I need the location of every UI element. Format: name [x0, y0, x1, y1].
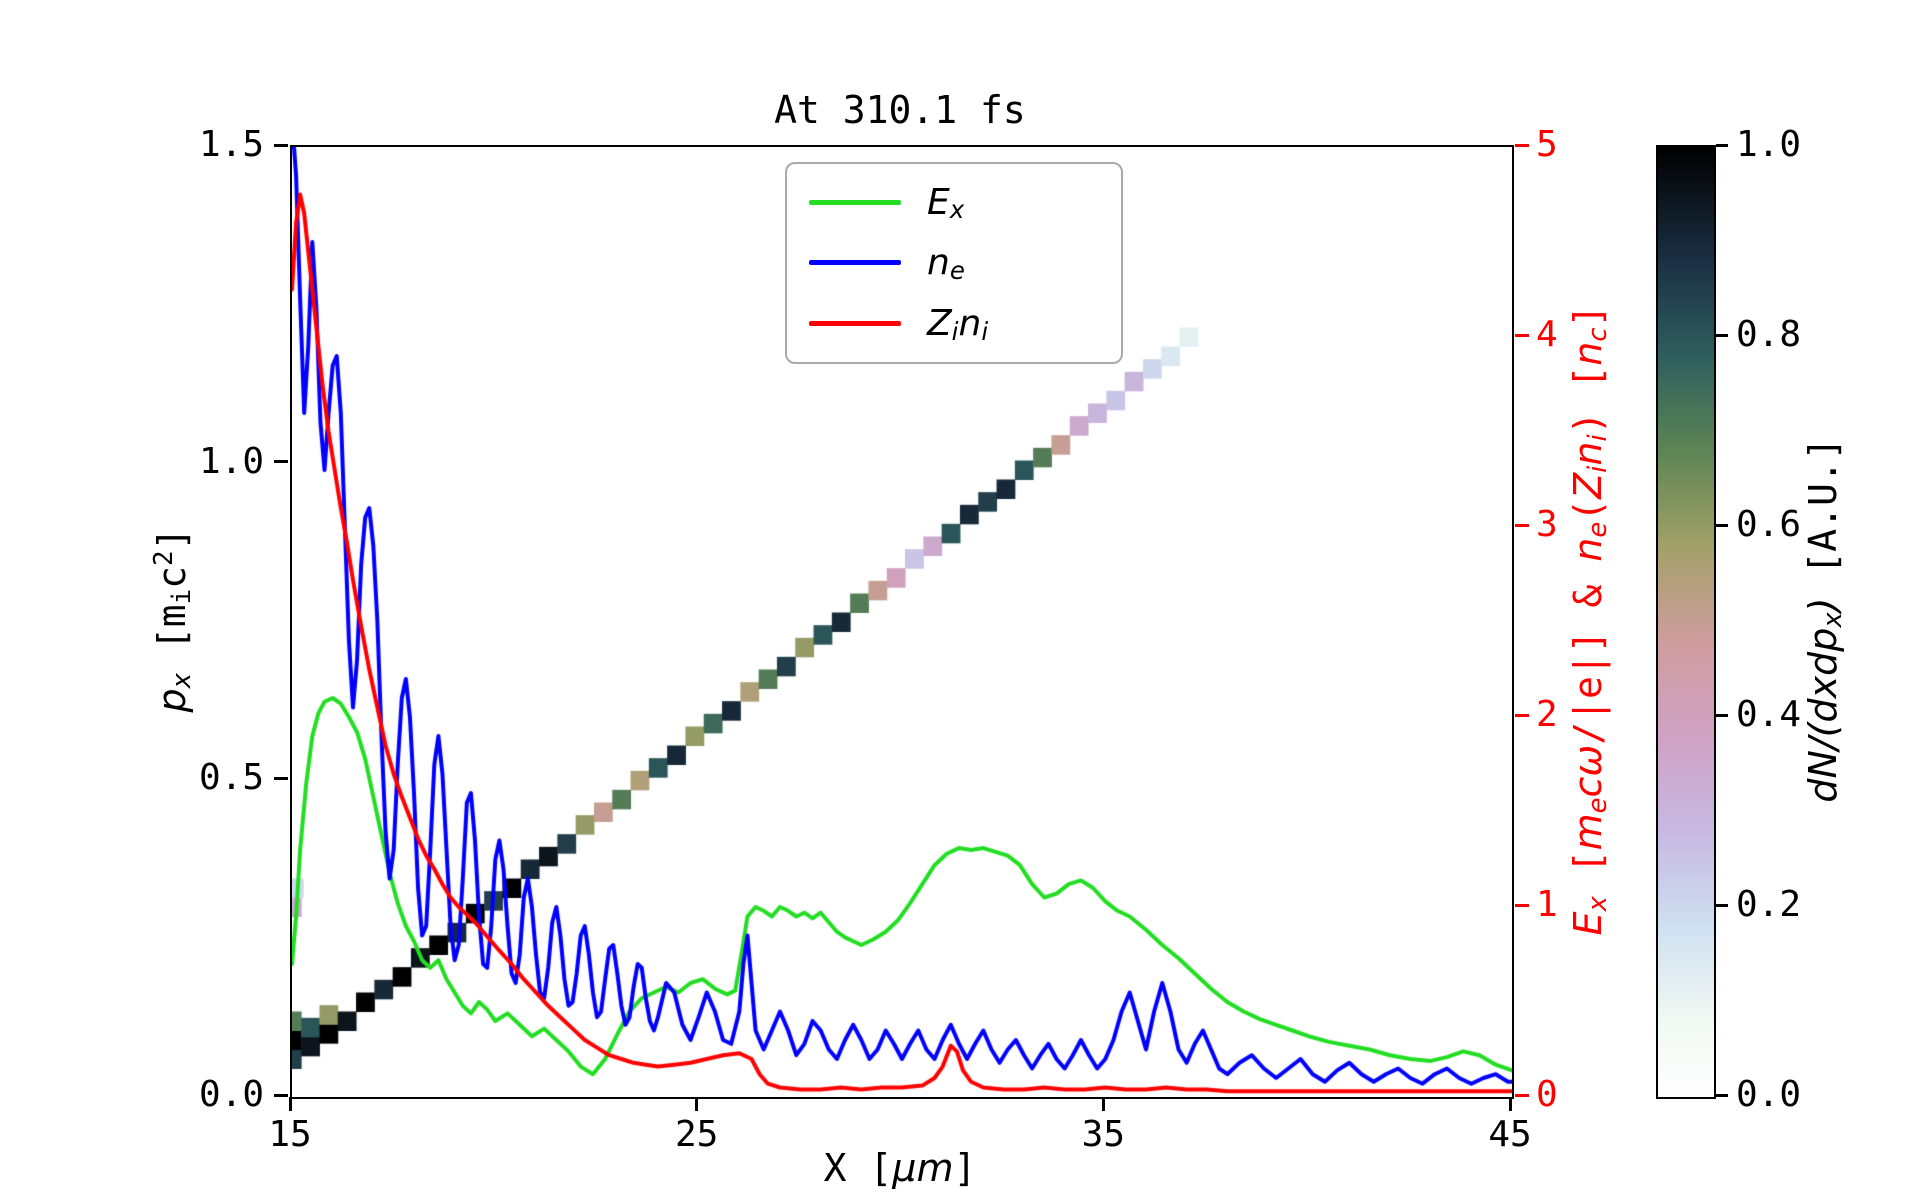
y-left-tick-mark: [274, 460, 288, 464]
y-right-tick-mark: [1515, 143, 1529, 147]
legend-line-sample: [809, 321, 901, 327]
colorbar-label: dN/(dxdpx) [A.U.]: [1801, 437, 1848, 803]
x-tick-label: 25: [674, 1114, 719, 1155]
colorbar-tick-label: 0.6: [1736, 504, 1802, 545]
colorbar-tick-mark: [1716, 523, 1728, 527]
legend-item-ne: ne: [787, 235, 1121, 291]
y-left-tick-mark: [274, 1093, 288, 1097]
legend-label-zini: Zini: [927, 303, 989, 346]
legend-item-ex: Ex: [787, 174, 1121, 230]
y-left-tick-mark: [274, 776, 288, 780]
y-right-tick-label: 5: [1536, 124, 1558, 165]
x-tick-mark: [288, 1097, 292, 1111]
y-left-tick-label: 0.5: [198, 757, 264, 799]
colorbar-tick-label: 0.2: [1736, 884, 1802, 925]
legend-line-sample: [809, 260, 901, 266]
y-right-tick-mark: [1515, 333, 1529, 337]
colorbar-tick-label: 0.8: [1736, 314, 1802, 355]
y-right-tick-label: 4: [1536, 314, 1558, 355]
legend-label-ne: ne: [927, 242, 965, 285]
colorbar-tick-mark: [1716, 333, 1728, 337]
y-right-tick-mark: [1515, 903, 1529, 907]
y-right-axis-label: Ex [mecω/|e|] & ne(Zini) [nc]: [1566, 304, 1613, 936]
y-right-tick-label: 1: [1536, 884, 1558, 925]
y-left-tick-label: 0.0: [198, 1074, 264, 1115]
colorbar-gradient: [1658, 147, 1714, 1097]
legend: Ex ne Zini: [785, 162, 1123, 364]
colorbar-tick-label: 1.0: [1736, 124, 1802, 165]
colorbar-tick-mark: [1716, 143, 1728, 147]
y-left-axis-label: px [mic2]: [149, 527, 197, 713]
x-axis-label: X [μm]: [823, 1146, 977, 1190]
y-right-tick-mark: [1515, 713, 1529, 717]
x-tick-mark: [1508, 1097, 1512, 1111]
x-tick-label: 15: [268, 1114, 312, 1155]
x-tick-label: 35: [1081, 1114, 1125, 1155]
y-right-tick-label: 0: [1536, 1074, 1558, 1115]
y-left-tick-label: 1.0: [198, 440, 264, 482]
colorbar-tick-mark: [1716, 1093, 1728, 1097]
colorbar-tick-label: 0.0: [1736, 1074, 1802, 1115]
legend-label-ex: Ex: [927, 181, 965, 225]
y-right-tick-label: 2: [1536, 694, 1558, 735]
y-right-tick-mark: [1515, 1093, 1529, 1097]
colorbar-tick-mark: [1716, 903, 1728, 907]
x-tick-label: 45: [1488, 1114, 1532, 1155]
y-left-tick-mark: [274, 143, 288, 147]
y-right-tick-label: 3: [1536, 504, 1558, 545]
colorbar-tick-label: 0.4: [1736, 694, 1802, 735]
x-tick-mark: [1101, 1097, 1105, 1111]
colorbar: [1656, 145, 1716, 1099]
chart-title: At 310.1 fs: [774, 88, 1026, 132]
colorbar-tick-mark: [1716, 713, 1728, 717]
y-right-tick-mark: [1515, 523, 1529, 527]
x-tick-mark: [695, 1097, 699, 1111]
y-left-tick-label: 1.5: [198, 124, 264, 165]
legend-item-zini: Zini: [787, 296, 1121, 352]
legend-line-sample: [809, 199, 901, 205]
